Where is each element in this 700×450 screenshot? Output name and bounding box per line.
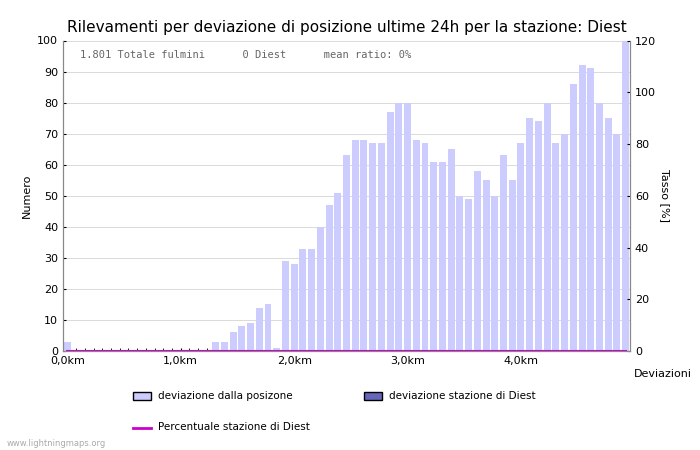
Bar: [256, 307, 262, 351]
Bar: [517, 143, 524, 351]
Bar: [500, 155, 507, 351]
Title: Rilevamenti per deviazione di posizione ultime 24h per la stazione: Diest: Rilevamenti per deviazione di posizione …: [66, 20, 626, 35]
Bar: [439, 162, 446, 351]
Bar: [335, 193, 342, 351]
Bar: [587, 68, 594, 351]
Bar: [482, 180, 489, 351]
Bar: [300, 248, 307, 351]
Bar: [282, 261, 289, 351]
Bar: [369, 143, 376, 351]
Text: Deviazioni: Deviazioni: [634, 369, 692, 379]
Bar: [509, 180, 516, 351]
Bar: [360, 140, 368, 351]
Bar: [212, 342, 219, 351]
Bar: [221, 342, 228, 351]
Bar: [613, 134, 620, 351]
Bar: [544, 103, 551, 351]
Bar: [456, 196, 463, 351]
Bar: [326, 205, 332, 351]
Bar: [290, 264, 298, 351]
Bar: [622, 40, 629, 351]
Bar: [552, 143, 559, 351]
Bar: [578, 65, 585, 351]
Bar: [413, 140, 420, 351]
Text: Percentuale stazione di Diest: Percentuale stazione di Diest: [158, 423, 309, 432]
Bar: [378, 143, 385, 351]
Text: deviazione stazione di Diest: deviazione stazione di Diest: [389, 391, 535, 401]
Bar: [570, 84, 577, 351]
Bar: [247, 323, 254, 351]
Bar: [273, 348, 280, 351]
Bar: [491, 196, 498, 351]
Bar: [343, 155, 350, 351]
Y-axis label: Tasso [%]: Tasso [%]: [660, 169, 670, 222]
Bar: [351, 140, 358, 351]
Bar: [308, 248, 315, 351]
Text: deviazione dalla posizone: deviazione dalla posizone: [158, 391, 292, 401]
Bar: [605, 118, 612, 351]
Bar: [64, 342, 71, 351]
Bar: [448, 149, 455, 351]
Bar: [317, 227, 324, 351]
Bar: [526, 118, 533, 351]
Text: 1.801 Totale fulmini      0 Diest      mean ratio: 0%: 1.801 Totale fulmini 0 Diest mean ratio:…: [80, 50, 412, 60]
Bar: [421, 143, 428, 351]
Bar: [395, 103, 402, 351]
Bar: [230, 333, 237, 351]
Bar: [596, 103, 603, 351]
Y-axis label: Numero: Numero: [22, 174, 32, 218]
Bar: [465, 199, 472, 351]
Bar: [265, 305, 272, 351]
Bar: [430, 162, 438, 351]
Bar: [561, 134, 568, 351]
Bar: [535, 121, 542, 351]
Bar: [404, 103, 411, 351]
Bar: [474, 171, 481, 351]
Bar: [238, 326, 245, 351]
Bar: [386, 112, 393, 351]
Text: www.lightningmaps.org: www.lightningmaps.org: [7, 439, 106, 448]
